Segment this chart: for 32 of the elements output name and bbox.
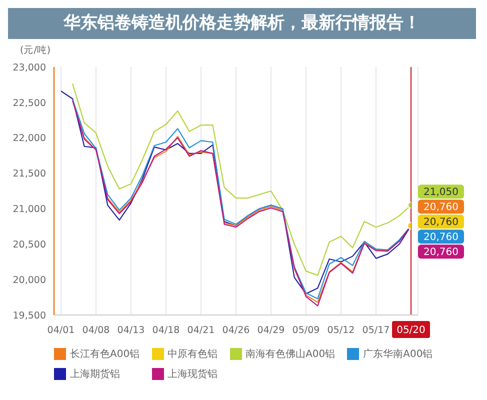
x-tick-label: 04/18 [152, 325, 180, 336]
x-tick-label: 04/29 [257, 325, 285, 336]
legend-label: 南海有色佛山A00铝 [246, 348, 336, 361]
x-tick-label: 04/01 [47, 325, 75, 336]
chart-title: 华东铝卷铸造机价格走势解析，最新行情报告！ [64, 13, 420, 33]
data-label: 20,760 [424, 202, 458, 214]
y-tick-label: 21,000 [12, 204, 46, 216]
legend-label: 中原有色铝 [168, 348, 218, 361]
data-label: 20,760 [424, 217, 458, 228]
y-tick-label: 19,500 [12, 310, 46, 322]
legend-label: 长江有色A00铝 [70, 348, 140, 361]
x-tick-label: 04/08 [82, 325, 110, 336]
legend-label: 上海现货铝 [168, 368, 218, 381]
data-label: 20,760 [424, 247, 458, 258]
x-tick-label: 05/09 [292, 325, 320, 336]
legend-label: 广东华南A00铝 [363, 348, 433, 361]
x-tick-label: 05/17 [362, 325, 390, 336]
x-tick-label: 04/13 [117, 325, 145, 336]
x-tick-label: 04/21 [187, 325, 215, 336]
y-tick-label: 23,000 [12, 62, 46, 74]
y-tick-label: 22,000 [12, 133, 46, 144]
data-label: 21,050 [424, 187, 458, 198]
x-tick-label: 04/26 [222, 325, 250, 336]
y-tick-label: 20,500 [12, 240, 46, 251]
x-tick-label: 05/20 [396, 325, 426, 336]
legend-label: 上海期货铝 [70, 368, 120, 381]
data-label: 20,760 [424, 232, 458, 244]
y-tick-label: 20,000 [12, 274, 46, 286]
y-axis-title: (元/吨) [20, 45, 51, 56]
y-tick-label: 22,500 [12, 98, 46, 109]
y-tick-label: 21,500 [12, 168, 46, 180]
x-tick-label: 05/12 [327, 325, 355, 336]
